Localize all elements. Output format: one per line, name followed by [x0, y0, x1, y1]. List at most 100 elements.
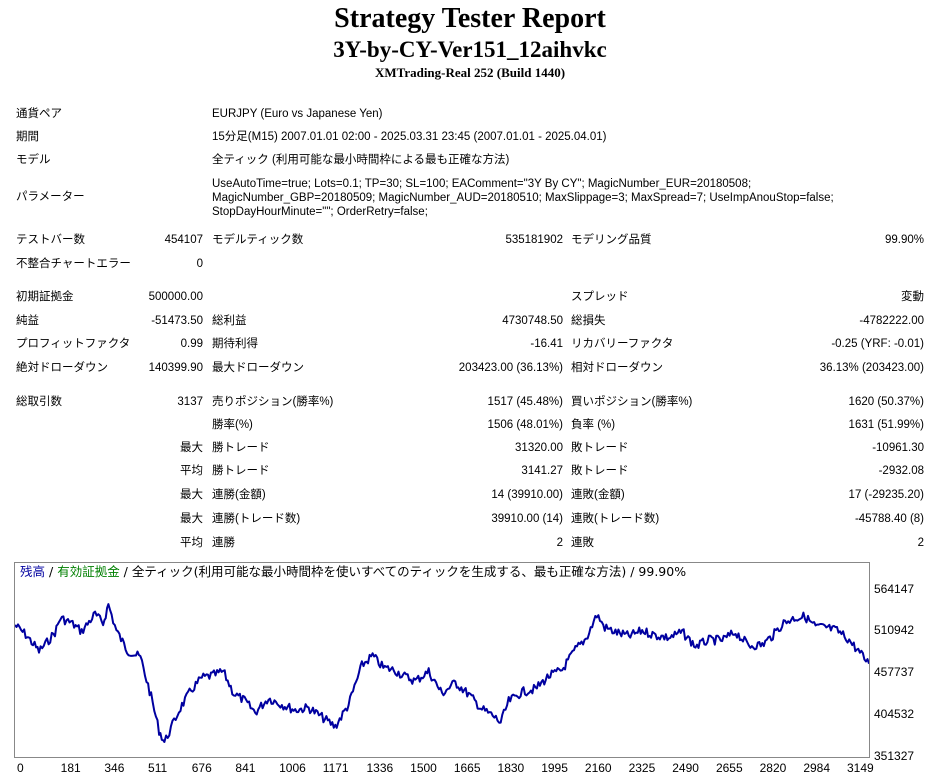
quality-value: 99.90% — [884, 234, 924, 246]
y-tick-label: 351327 — [874, 749, 915, 763]
deposit-label: 初期証拠金 — [16, 291, 74, 303]
x-tick-label: 511 — [148, 761, 168, 775]
y-tick-label: 510942 — [874, 623, 915, 638]
balance-series-line — [15, 603, 869, 743]
avg-cons-wins-label: 連勝 — [212, 537, 235, 549]
period-label: 期間 — [16, 131, 39, 143]
cons-wins-cnt-value: 39910.00 (14) — [491, 513, 563, 525]
max-cons-amt-prefix: 最大 — [180, 489, 203, 501]
deposit-value: 500000.00 — [148, 291, 203, 303]
gross-profit-label: 総利益 — [212, 315, 247, 327]
short-label: 売りポジション(勝率%) — [212, 396, 334, 408]
mismatch-value: 0 — [196, 258, 203, 270]
short-value: 1517 (45.48%) — [487, 396, 563, 408]
server-name: XMTrading-Real 252 (Build 1440) — [374, 65, 566, 80]
avg-cons-losses-value: 2 — [917, 537, 924, 549]
x-tick-label: 0 — [17, 761, 24, 775]
long-label: 買いポジション(勝率%) — [571, 396, 693, 408]
model-label: モデル — [16, 154, 51, 166]
x-tick-label: 2820 — [759, 761, 787, 775]
avg-cons-losses-label: 連敗 — [571, 537, 594, 549]
x-tick-label: 2984 — [803, 761, 831, 775]
gross-loss-value: -4782222.00 — [859, 315, 924, 327]
rel-dd-label: 相対ドローダウン — [571, 362, 663, 374]
legend-separator: / — [119, 564, 132, 579]
rel-dd-value: 36.13% (203423.00) — [819, 362, 924, 374]
x-tick-label: 1995 — [541, 761, 568, 775]
trades-label: 総取引数 — [16, 396, 62, 408]
win-pct-label: 勝率(%) — [212, 419, 253, 431]
trades-value: 3137 — [177, 396, 203, 408]
largest-loss-value: -10961.30 — [872, 442, 924, 454]
cons-wins-amt-value: 14 (39910.00) — [491, 489, 563, 501]
abs-dd-label: 絶対ドローダウン — [16, 362, 108, 374]
largest-win-value: 31320.00 — [515, 442, 563, 454]
recovery-label: リカバリーファクタ — [571, 338, 674, 350]
legend-equity: 有効証拠金 — [57, 564, 120, 579]
x-tick-label: 1665 — [453, 761, 481, 775]
x-tick-label: 2490 — [672, 761, 699, 775]
cons-wins-amt-label: 連勝(金額) — [212, 489, 266, 501]
loss-pct-label: 負率 (%) — [571, 419, 616, 431]
x-tick-label: 1006 — [279, 761, 306, 775]
legend-balance: 残高 — [20, 564, 46, 579]
cons-losses-cnt-value: -45788.40 (8) — [854, 513, 924, 525]
net-label: 純益 — [16, 315, 39, 327]
cons-losses-amt-value: 17 (-29235.20) — [848, 489, 924, 501]
largest-prefix: 最大 — [180, 442, 203, 454]
max-cons-cnt-prefix: 最大 — [180, 513, 203, 525]
y-tick-label: 564147 — [874, 581, 915, 596]
x-tick-label: 346 — [104, 761, 125, 775]
x-tick-label: 2160 — [584, 761, 612, 775]
recovery-value: -0.25 (YRF: -0.01) — [831, 338, 924, 350]
bars-value: 454107 — [164, 234, 203, 246]
max-dd-label: 最大ドローダウン — [212, 362, 304, 374]
cons-losses-cnt-label: 連敗(トレード数) — [571, 513, 660, 525]
x-tick-label: 2325 — [628, 761, 656, 775]
period-value: 15分足(M15) 2007.01.01 02:00 - 2025.03.31 … — [212, 131, 607, 143]
avg-loss-label: 敗トレード — [571, 465, 629, 477]
avg-cons-wins-value: 2 — [556, 537, 563, 549]
long-value: 1620 (50.37%) — [848, 396, 924, 408]
x-tick-label: 1830 — [497, 761, 525, 775]
x-tick-label: 841 — [235, 761, 256, 775]
gross-profit-value: 4730748.50 — [502, 315, 563, 327]
x-tick-label: 1171 — [322, 761, 349, 775]
pf-label: プロフィットファクタ — [16, 338, 131, 350]
ea-name: 3Y-by-CY-Ver151_12aihvkc — [333, 37, 607, 62]
largest-loss-label: 敗トレード — [571, 442, 629, 454]
report-title: Strategy Tester Report — [334, 3, 606, 34]
spread-value: 変動 — [901, 291, 924, 303]
abs-dd-value: 140399.90 — [148, 362, 203, 374]
loss-pct-value: 1631 (51.99%) — [848, 419, 924, 431]
cons-losses-amt-label: 連敗(金額) — [571, 489, 625, 501]
balance-chart-svg — [15, 603, 869, 743]
legend-model-quality: 全ティック(利用可能な最小時間枠を使いすべてのティックを生成する、最も正確な方法… — [131, 564, 687, 579]
net-value: -51473.50 — [151, 315, 203, 327]
avg-loss-value: -2932.08 — [878, 465, 924, 477]
avg-win-value: 3141.27 — [521, 465, 563, 477]
avg-cons-prefix: 平均 — [180, 537, 203, 549]
largest-win-label: 勝トレード — [212, 442, 270, 454]
symbol-label: 通貨ペア — [16, 108, 62, 120]
ticks-value: 535181902 — [505, 234, 563, 246]
win-pct-value: 1506 (48.01%) — [487, 419, 563, 431]
params-label: パラメーター — [16, 191, 85, 203]
chart-legend: 残高 / 有効証拠金 / 全ティック(利用可能な最小時間枠を使いすべてのティック… — [20, 564, 686, 580]
x-tick-label: 1500 — [410, 761, 437, 775]
model-value: 全ティック (利用可能な最小時間枠による最も正確な方法) — [212, 154, 510, 166]
bars-label: テストバー数 — [16, 234, 85, 246]
mismatch-label: 不整合チャートエラー — [16, 258, 131, 270]
x-tick-label: 2655 — [715, 761, 743, 775]
y-tick-label: 404532 — [874, 707, 915, 722]
x-tick-label: 1336 — [366, 761, 394, 775]
x-tick-label: 181 — [60, 761, 81, 775]
pf-value: 0.99 — [180, 338, 203, 350]
x-tick-label: 676 — [191, 761, 212, 775]
y-tick-label: 457737 — [874, 665, 915, 680]
params-value: UseAutoTime=true; Lots=0.1; TP=30; SL=10… — [212, 178, 834, 218]
max-dd-value: 203423.00 (36.13%) — [458, 362, 563, 374]
cons-wins-cnt-label: 連勝(トレード数) — [212, 513, 301, 525]
avg-win-label: 勝トレード — [212, 465, 270, 477]
balance-chart — [14, 562, 870, 758]
